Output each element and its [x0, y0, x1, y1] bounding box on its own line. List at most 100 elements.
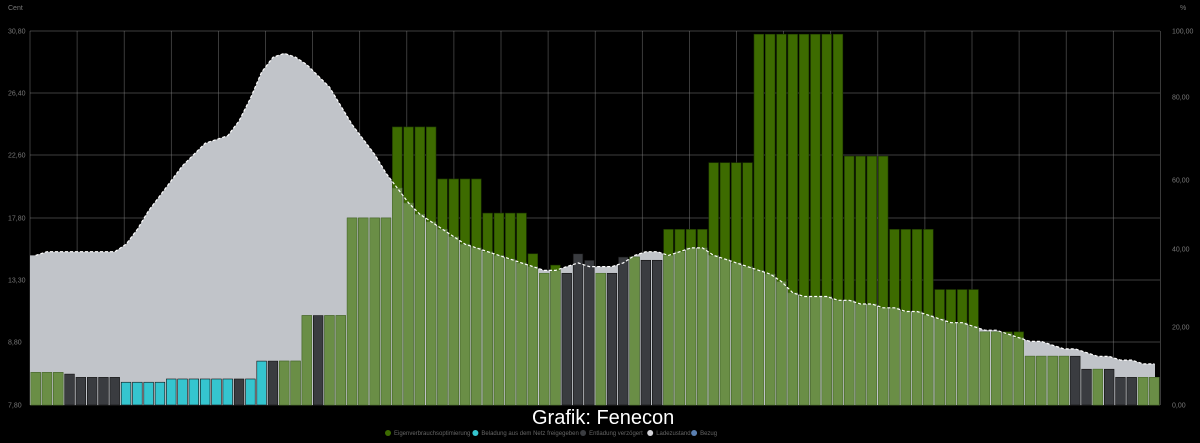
bar-soc-46 — [550, 270, 561, 406]
bar-5 — [87, 377, 98, 406]
bar-soc-44 — [527, 266, 538, 406]
bar-soc-38 — [459, 243, 471, 406]
chart-credit: Grafik: Fenecon — [532, 407, 674, 429]
legend-marker-3 — [647, 430, 654, 436]
bar-soc-24 — [301, 315, 312, 406]
y-left-tick-4: 13,30 — [8, 278, 26, 285]
y-left-tick-0: 30,80 — [8, 29, 26, 36]
bar-8 — [120, 381, 132, 406]
bar-soc-57 — [674, 251, 685, 406]
bar-52 — [618, 256, 629, 406]
bar-soc-58 — [685, 247, 697, 406]
bar-soc-41 — [493, 255, 505, 406]
legend-marker-1 — [472, 430, 479, 436]
bar-10 — [143, 381, 154, 406]
bar-soc-66 — [776, 281, 787, 406]
bar-soc-78 — [911, 311, 923, 406]
bar-soc-74 — [866, 303, 877, 406]
bar-soc-73 — [855, 303, 866, 406]
bar-97 — [1126, 377, 1137, 406]
bar-soc-32 — [392, 187, 403, 406]
bar-soc-50 — [595, 272, 606, 406]
y-left-unit: Cent — [8, 5, 23, 12]
bar-soc-67 — [787, 292, 798, 406]
bar-47 — [561, 272, 572, 406]
bar-soc-75 — [877, 307, 889, 406]
bar-soc-23 — [290, 360, 301, 406]
legend-label-2: Entladung verzögert — [589, 431, 643, 437]
bar-soc-53 — [629, 256, 640, 406]
bar-15 — [200, 378, 211, 406]
y-right-unit: % — [1180, 5, 1186, 12]
y-right-tick-4: 20,00 — [1172, 325, 1190, 332]
bar-11 — [154, 381, 166, 406]
bar-51 — [606, 272, 618, 406]
bar-soc-59 — [697, 247, 708, 406]
bar-soc-28 — [346, 217, 358, 406]
y-left-tick-3: 17,80 — [8, 216, 26, 223]
bar-19 — [245, 378, 256, 406]
bar-soc-37 — [448, 236, 459, 406]
bar-soc-63 — [742, 266, 753, 406]
bar-soc-70 — [821, 296, 832, 406]
bar-95 — [1104, 368, 1115, 406]
bar-16 — [211, 378, 222, 406]
y-right-tick-3: 40,00 — [1172, 247, 1190, 254]
bar-soc-64 — [753, 270, 764, 406]
bar-soc-69 — [810, 296, 821, 406]
bar-soc-1 — [41, 372, 53, 406]
bar-55 — [651, 259, 663, 406]
bar-soc-33 — [403, 202, 414, 406]
y-right-tick-0: 100,00 — [1172, 29, 1194, 36]
y-right-tick-5: 0,00 — [1172, 403, 1186, 410]
legend-label-1: Beladung aus dem Netz freigegeben — [481, 431, 578, 437]
bar-soc-31 — [380, 217, 392, 406]
bar-48 — [572, 253, 584, 406]
bar-soc-60 — [708, 255, 719, 406]
bar-soc-80 — [934, 318, 945, 406]
bar-54 — [640, 259, 651, 406]
y-left-tick-5: 8,80 — [8, 340, 22, 347]
bar-soc-83 — [968, 326, 979, 406]
bar-21 — [267, 360, 279, 406]
bar-92 — [1070, 355, 1081, 406]
bar-7 — [109, 377, 120, 406]
bar-soc-42 — [505, 258, 516, 406]
bar-soc-90 — [1047, 355, 1058, 406]
bar-soc-84 — [979, 331, 990, 406]
bar-soc-39 — [471, 247, 482, 406]
bar-3 — [64, 373, 75, 406]
bar-49 — [584, 259, 595, 406]
bar-soc-43 — [516, 262, 527, 406]
bar-soc-82 — [957, 322, 968, 406]
legend: Eigenverbrauchsoptimierung Beladung aus d… — [385, 430, 717, 437]
bar-soc-81 — [945, 322, 957, 406]
bar-soc-35 — [425, 221, 437, 406]
bar-93 — [1081, 368, 1092, 406]
bar-soc-89 — [1036, 355, 1047, 406]
bar-soc-72 — [844, 299, 855, 406]
bar-soc-62 — [731, 262, 742, 406]
bar-soc-56 — [663, 255, 674, 406]
bar-12 — [166, 378, 177, 406]
bar-6 — [98, 377, 109, 406]
bar-soc-36 — [437, 228, 448, 406]
bar-14 — [188, 378, 199, 406]
bar-soc-99 — [1149, 377, 1160, 406]
y-left-tick-6: 7,80 — [8, 403, 22, 410]
bar-4 — [75, 377, 86, 406]
bar-soc-2 — [53, 372, 64, 406]
bar-soc-34 — [414, 213, 425, 406]
legend-label-3: Ladezustand — [656, 431, 690, 437]
bar-soc-26 — [324, 315, 335, 406]
soc-line — [35, 52, 1155, 365]
bar-96 — [1115, 377, 1126, 406]
bar-soc-98 — [1137, 377, 1149, 406]
bar-soc-76 — [889, 307, 900, 406]
bar-soc-40 — [482, 251, 493, 406]
bar-soc-94 — [1092, 368, 1103, 406]
legend-label-4: Bezug — [700, 431, 717, 437]
bar-20 — [256, 360, 267, 406]
legend-marker-2 — [580, 430, 587, 436]
